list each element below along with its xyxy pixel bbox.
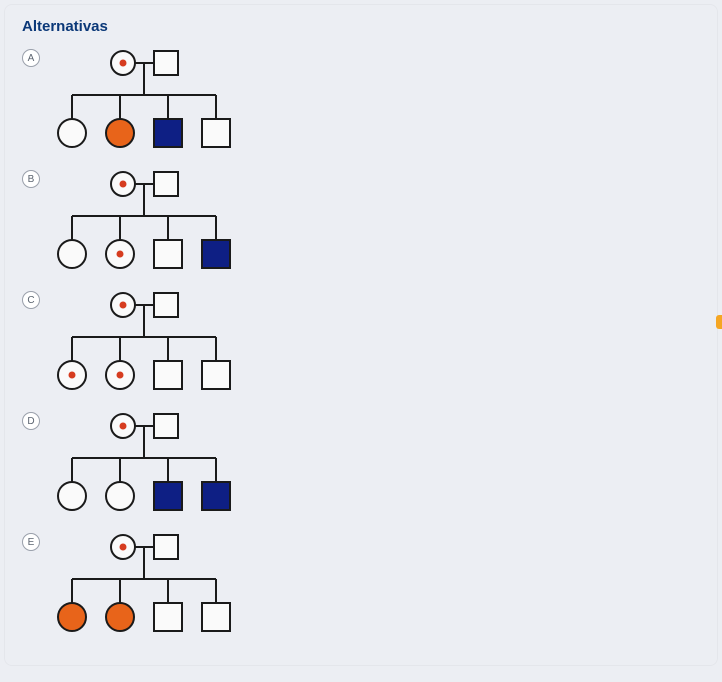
option-c[interactable]: C	[22, 289, 700, 404]
options-list: A B C D E	[22, 47, 700, 646]
pedigree-c	[52, 289, 252, 404]
radio-c[interactable]: C	[22, 291, 40, 309]
option-d[interactable]: D	[22, 410, 700, 525]
radio-e[interactable]: E	[22, 533, 40, 551]
alternatives-panel: Alternativas A B C D E	[4, 4, 718, 666]
option-e[interactable]: E	[22, 531, 700, 646]
pedigree-e	[52, 531, 252, 646]
pedigree-a	[52, 47, 252, 162]
radio-b[interactable]: B	[22, 170, 40, 188]
pedigree-d	[52, 410, 252, 525]
side-tab-icon[interactable]	[716, 315, 722, 329]
radio-a[interactable]: A	[22, 49, 40, 67]
radio-d[interactable]: D	[22, 412, 40, 430]
pedigree-b	[52, 168, 252, 283]
option-b[interactable]: B	[22, 168, 700, 283]
panel-title: Alternativas	[22, 18, 700, 35]
option-a[interactable]: A	[22, 47, 700, 162]
